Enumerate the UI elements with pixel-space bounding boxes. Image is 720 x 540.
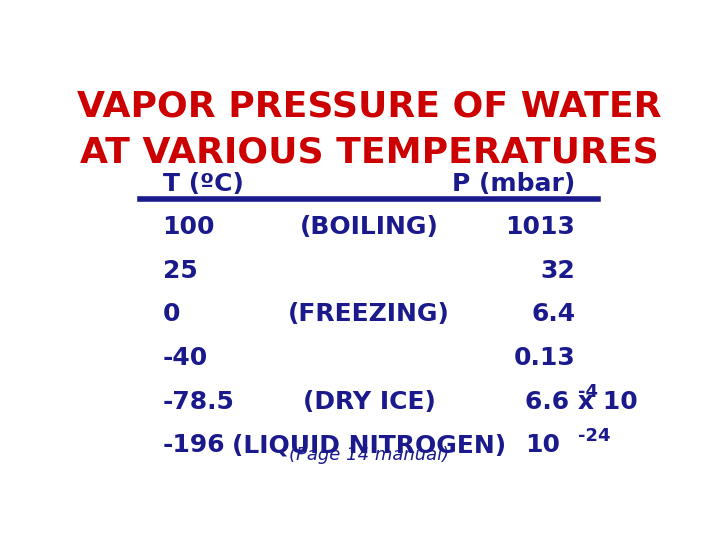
Text: 6.4: 6.4 (531, 302, 575, 326)
Text: 25: 25 (163, 259, 197, 282)
Text: -4: -4 (578, 383, 598, 401)
Text: 0: 0 (163, 302, 180, 326)
Text: T (ºC): T (ºC) (163, 172, 243, 196)
Text: -24: -24 (578, 427, 611, 445)
Text: 1013: 1013 (505, 215, 575, 239)
Text: 6.6 x 10: 6.6 x 10 (526, 389, 638, 414)
Text: -40: -40 (163, 346, 208, 370)
Text: 32: 32 (541, 259, 575, 282)
Text: (DRY ICE): (DRY ICE) (302, 389, 436, 414)
Text: 10: 10 (526, 433, 560, 457)
Text: VAPOR PRESSURE OF WATER: VAPOR PRESSURE OF WATER (77, 90, 661, 124)
Text: (BOILING): (BOILING) (300, 215, 438, 239)
Text: -196: -196 (163, 433, 225, 457)
Text: 100: 100 (163, 215, 215, 239)
Text: (LIQUID NITROGEN): (LIQUID NITROGEN) (232, 433, 506, 457)
Text: (FREEZING): (FREEZING) (288, 302, 450, 326)
Text: -78.5: -78.5 (163, 389, 235, 414)
Text: AT VARIOUS TEMPERATURES: AT VARIOUS TEMPERATURES (80, 136, 658, 170)
Text: 0.13: 0.13 (513, 346, 575, 370)
Text: P (mbar): P (mbar) (452, 172, 575, 196)
Text: (Page 14 manual): (Page 14 manual) (289, 446, 449, 464)
